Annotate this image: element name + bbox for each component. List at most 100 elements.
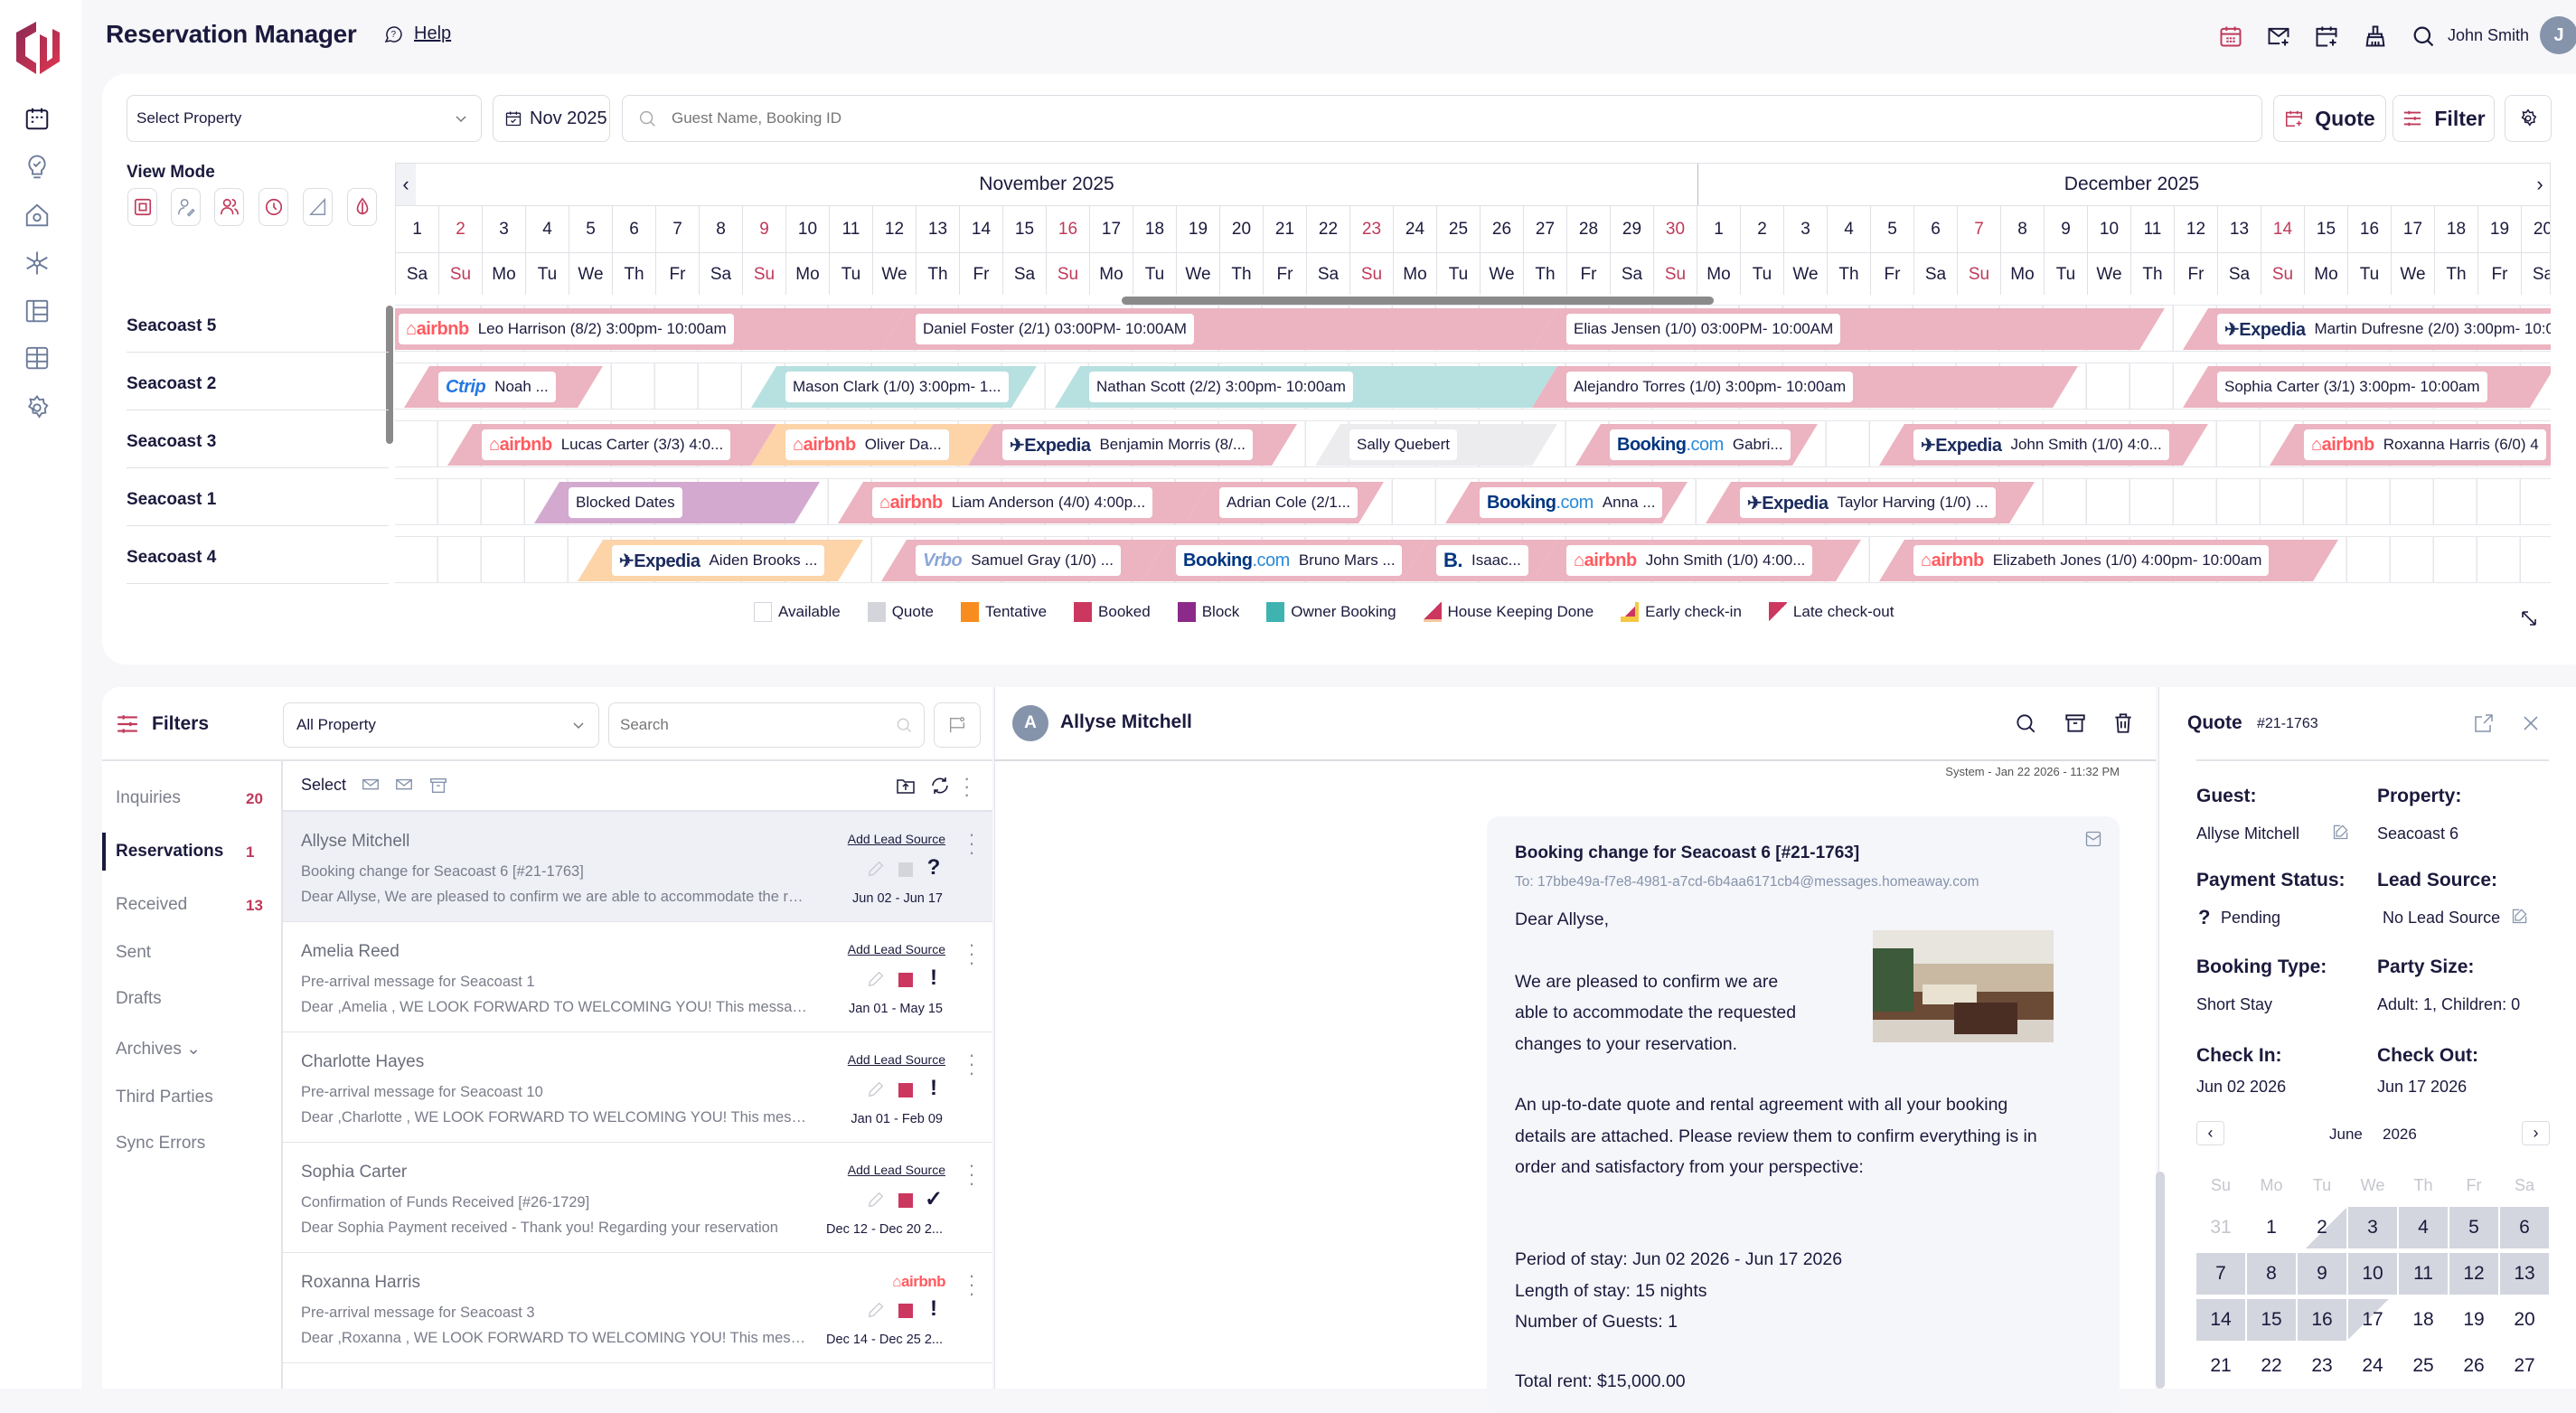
day-number[interactable]: 6 [613,205,656,252]
nav-item-inquiries[interactable]: Inquiries [116,788,181,807]
filter-button[interactable]: Filter [2393,95,2495,142]
booking-label[interactable]: ⌂airbnb Leo Harrison (8/2) 3:00pm- 10:00a… [399,314,734,344]
archive-icon[interactable] [428,776,449,796]
booking-label[interactable]: Vrbo Samuel Gray (1/0) ... [916,545,1121,576]
day-number[interactable]: 4 [1828,205,1871,252]
booking-label[interactable]: Alejandro Torres (1/0) 3:00pm- 10:00am [1566,372,1854,402]
lightbulb-icon[interactable] [24,154,51,181]
day-number[interactable]: 8 [700,205,743,252]
booking-label[interactable]: Sophia Carter (3/1) 3:00pm- 10:00am [2217,372,2487,402]
settings-icon[interactable] [24,394,51,421]
refresh-icon[interactable] [929,775,951,796]
message-list-item[interactable]: Allyse Mitchell Booking change for Seacoa… [283,812,992,922]
close-icon[interactable] [2522,714,2540,732]
pencil-icon[interactable] [866,859,886,879]
calendar-grid-icon[interactable] [2218,24,2243,49]
booking-label[interactable]: ⌂airbnb Roxanna Harris (6/0) 4 [2304,429,2546,460]
mini-day[interactable]: 17 [2348,1299,2397,1341]
day-number[interactable]: 10 [2088,205,2131,252]
day-number[interactable]: 21 [1264,205,1307,252]
mini-day[interactable]: 16 [2298,1299,2346,1341]
quote-button[interactable]: Quote [2273,95,2386,142]
month-picker[interactable]: Nov 2025 [493,95,610,142]
day-number[interactable]: 6 [1914,205,1958,252]
booking-label[interactable]: ✈Expedia John Smith (1/0) 4:0... [1913,429,2169,460]
mail-check-icon[interactable] [2084,830,2102,848]
add-lead-source-link[interactable]: Add Lead Source [847,1052,945,1067]
day-number[interactable]: 8 [2001,205,2045,252]
prev-month-button[interactable]: ‹ [396,164,416,205]
day-number[interactable]: 4 [526,205,569,252]
pencil-icon[interactable] [866,1300,886,1320]
triangle-icon[interactable] [303,188,333,226]
edit-icon[interactable] [2511,907,2529,925]
mini-day[interactable]: 26 [2463,1355,2485,1376]
open-external-icon[interactable] [2473,712,2495,734]
day-number[interactable]: 3 [1784,205,1828,252]
mini-day[interactable]: 12 [2449,1253,2498,1295]
mini-day[interactable]: 13 [2500,1253,2549,1295]
archive-icon[interactable] [2064,711,2087,735]
day-number[interactable]: 18 [2435,205,2478,252]
nav-item-archives[interactable]: Archives ⌄ [116,1040,202,1059]
day-number[interactable]: 24 [1394,205,1437,252]
day-number[interactable]: 19 [1177,205,1220,252]
mini-month[interactable]: June [2329,1126,2363,1143]
day-number[interactable]: 17 [1090,205,1133,252]
mini-day[interactable]: 31 [2210,1217,2232,1238]
day-number[interactable]: 22 [1307,205,1350,252]
nav-item-sent[interactable]: Sent [116,943,152,962]
user-avatar[interactable]: J [2540,16,2576,54]
search-icon[interactable] [2014,711,2037,735]
day-number[interactable]: 15 [1003,205,1047,252]
booking-label[interactable]: ⌂airbnb John Smith (1/0) 4:00... [1566,545,1813,576]
booking-label[interactable]: Adrian Cole (2/1... [1219,487,1359,518]
users-icon[interactable] [214,188,244,226]
day-number[interactable]: 2 [1741,205,1784,252]
message-list-item[interactable]: Amelia Reed Pre-arrival message for Seaco… [283,922,992,1032]
day-number[interactable]: 23 [1350,205,1394,252]
guest-search-input[interactable] [672,109,2208,127]
message-list-item[interactable]: Charlotte Hayes Pre-arrival message for S… [283,1032,992,1143]
property-row-label[interactable]: Seacoast 1 [127,474,389,526]
nav-item-sync-errors[interactable]: Sync Errors [116,1134,206,1153]
store-icon[interactable] [24,344,51,372]
mark-unread-icon[interactable] [393,776,415,796]
day-number[interactable]: 20 [1220,205,1264,252]
booking-label[interactable]: Ctrip Noah ... [438,372,556,402]
calendar-icon[interactable] [24,105,51,132]
day-number[interactable]: 10 [786,205,830,252]
folder-upload-icon[interactable] [895,775,917,796]
day-number[interactable]: 30 [1654,205,1697,252]
booking-label[interactable]: ✈Expedia Aiden Brooks ... [612,545,825,576]
mini-day[interactable]: 5 [2449,1207,2498,1248]
property-select[interactable]: Select Property [127,95,482,142]
day-number[interactable]: 16 [2348,205,2392,252]
day-number[interactable]: 12 [873,205,917,252]
property-row-label[interactable]: Seacoast 2 [127,358,389,410]
pencil-icon[interactable] [866,969,886,989]
booking-label[interactable]: ⌂airbnb Oliver Da... [785,429,949,460]
mini-day[interactable]: 19 [2463,1309,2485,1330]
search-icon[interactable] [2411,24,2436,49]
day-number[interactable]: 17 [2392,205,2435,252]
booking-label[interactable]: Blocked Dates [569,487,682,518]
more-options-icon[interactable]: · · · [968,1264,975,1305]
help-icon[interactable]: ? [382,24,404,45]
nav-item-third-parties[interactable]: Third Parties [116,1088,213,1107]
day-number[interactable]: 15 [2305,205,2348,252]
help-link[interactable]: Help [414,24,452,43]
quote-panel-scrollbar[interactable] [2156,1172,2165,1389]
day-number[interactable]: 2 [439,205,483,252]
home-settings-icon[interactable] [24,202,51,229]
mini-day[interactable]: 4 [2399,1207,2448,1248]
user-name[interactable]: John Smith [2448,26,2530,44]
day-number[interactable]: 5 [569,205,613,252]
broom-icon[interactable] [2363,24,2388,49]
mini-prev-month[interactable]: ‹ [2196,1121,2224,1145]
message-list-item[interactable]: Sophia Carter Confirmation of Funds Recei… [283,1143,992,1253]
mini-next-month[interactable]: › [2522,1121,2550,1145]
day-number[interactable]: 7 [656,205,700,252]
mini-day[interactable]: 11 [2399,1253,2448,1295]
add-lead-source-link[interactable]: Add Lead Source [847,1163,945,1177]
